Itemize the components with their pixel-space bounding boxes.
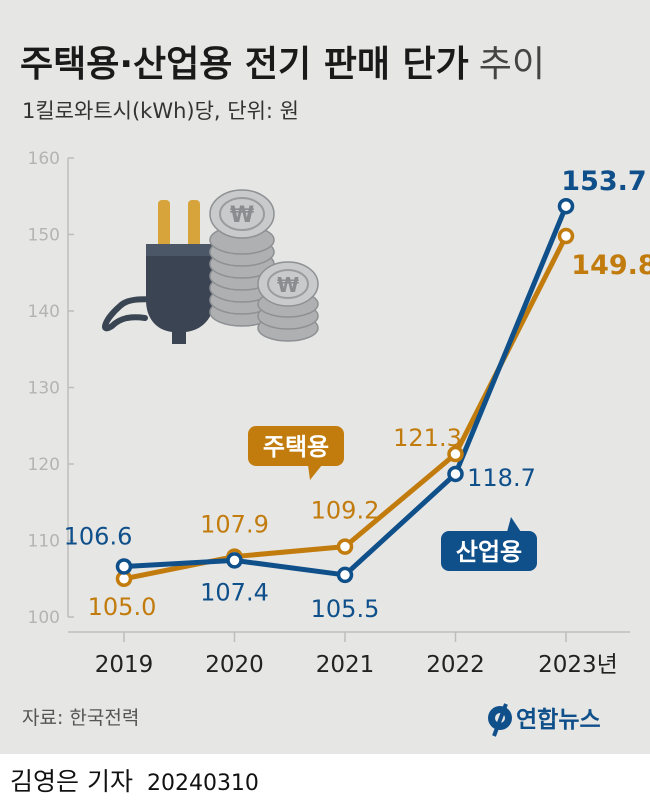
y-tick-label: 110 — [28, 532, 60, 552]
series-tag-1: 산업용 — [441, 517, 537, 571]
power-plug-icon — [102, 200, 214, 344]
chart-title-suffix: 추이 — [479, 44, 545, 85]
series-tag-label: 산업용 — [456, 538, 522, 566]
data-label: 149.8 — [571, 250, 650, 281]
byline-bar — [0, 754, 650, 812]
data-label: 105.0 — [88, 593, 157, 621]
y-axis: 100 110 120 130 140 150 160 — [28, 149, 74, 628]
x-tick-label: 2020 — [205, 652, 264, 678]
svg-text:₩: ₩ — [230, 203, 254, 228]
data-point — [557, 227, 575, 245]
series-tag-pointer — [308, 465, 322, 480]
series-tag-box — [441, 531, 537, 571]
x-axis: 2019 2020 2021 2022 2023년 — [68, 631, 630, 678]
y-tick-label: 130 — [28, 379, 60, 399]
data-label: 109.2 — [311, 497, 380, 525]
reporter-name: 김영은 기자 — [10, 767, 133, 796]
data-point — [336, 538, 354, 555]
series-tag-label: 주택용 — [263, 433, 329, 461]
chart-subtitle: 1킬로와트시(kWh)당, 단위: 원 — [22, 99, 299, 123]
data-label: 105.5 — [311, 595, 380, 623]
data-point — [557, 197, 575, 215]
data-point — [447, 465, 464, 483]
data-label: 121.3 — [393, 424, 462, 452]
y-tick-label: 120 — [28, 455, 60, 475]
data-point — [115, 558, 133, 575]
series-layer: 105.0 107.9 109.2 121.3 149.8 106.6 107.4 105.5… — [64, 166, 650, 623]
y-tick-label: 100 — [28, 608, 60, 628]
x-tick-label: 2023년 — [538, 652, 618, 678]
y-tick-label: 140 — [28, 302, 60, 322]
x-tick-label: 2019 — [95, 652, 154, 678]
svg-text:₩: ₩ — [277, 273, 299, 297]
data-point — [447, 445, 464, 463]
publish-date: 20240310 — [146, 771, 259, 796]
series-tag-box — [248, 426, 344, 466]
logo-text: 연합뉴스 — [516, 707, 601, 733]
y-tick-label: 150 — [28, 226, 60, 246]
series-tag-0: 주택용 — [248, 426, 344, 480]
coin-stack-icon: ₩ ₩ — [209, 189, 319, 342]
data-point — [336, 566, 354, 584]
chart-title: 주택용·산업용 전기 판매 단가 추이 — [20, 44, 545, 85]
series-tag-pointer — [507, 517, 521, 532]
y-tick-label: 160 — [28, 149, 60, 169]
x-tick-label: 2021 — [316, 652, 375, 678]
data-label: 107.4 — [200, 578, 269, 606]
data-label: 106.6 — [64, 523, 133, 551]
data-label: 118.7 — [467, 464, 536, 492]
source-note: 자료: 한국전력 — [22, 707, 139, 729]
data-label: 107.9 — [200, 511, 269, 539]
byline: 김영은 기자 20240310 — [10, 762, 259, 798]
yonhap-logo-icon — [488, 703, 512, 737]
x-tick-label: 2022 — [426, 652, 485, 678]
chart-title-main: 주택용·산업용 전기 판매 단가 — [20, 44, 469, 85]
data-point — [226, 552, 243, 569]
data-label: 153.7 — [561, 166, 646, 197]
